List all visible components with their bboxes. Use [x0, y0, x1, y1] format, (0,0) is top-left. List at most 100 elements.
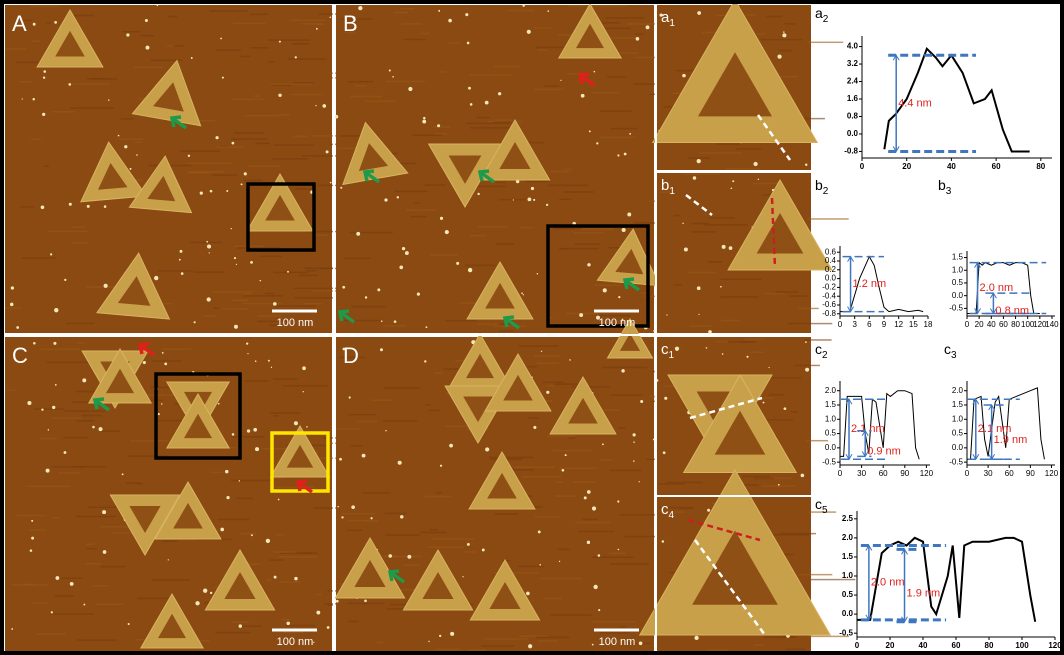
noise	[708, 650, 727, 652]
noise	[19, 81, 32, 83]
particle	[633, 460, 634, 461]
noise	[434, 372, 443, 374]
noise	[620, 626, 625, 628]
y-tick-label: 1.0	[825, 414, 837, 423]
noise	[294, 288, 339, 290]
y-tick-label: 2.0	[842, 533, 854, 542]
x-tick-label: 90	[1026, 469, 1035, 478]
particle	[104, 284, 108, 288]
x-tick-label: 100	[1015, 641, 1029, 650]
noise	[57, 578, 83, 580]
particle	[598, 609, 600, 611]
noise	[499, 330, 514, 332]
particle	[234, 325, 238, 329]
y-tick-label: 0.5	[842, 590, 854, 599]
particle	[303, 391, 304, 392]
particle	[541, 351, 542, 352]
particle	[181, 272, 184, 275]
noise	[595, 285, 622, 287]
noise	[216, 49, 241, 51]
particle	[83, 604, 85, 606]
particle	[215, 136, 218, 139]
noise	[203, 315, 216, 317]
noise	[385, 513, 407, 515]
noise	[601, 28, 630, 30]
noise	[790, 295, 807, 297]
y-tick-label: 0.0	[842, 609, 854, 618]
noise	[494, 326, 526, 328]
noise	[119, 138, 144, 140]
particle	[633, 433, 636, 436]
noise	[325, 603, 337, 605]
particle	[706, 347, 708, 349]
particle	[513, 199, 514, 200]
noise	[481, 645, 514, 647]
particle	[407, 555, 411, 559]
y-tick-label: -0.2	[822, 283, 836, 292]
noise	[5, 307, 22, 309]
particle	[52, 406, 55, 409]
particle	[225, 470, 228, 473]
noise	[293, 82, 313, 84]
noise	[58, 472, 79, 474]
particle	[351, 505, 355, 509]
noise	[406, 209, 437, 211]
y-tick-label: 1.0	[952, 414, 964, 423]
particle	[527, 30, 531, 34]
particle	[370, 517, 372, 519]
y-tick-label: -0.8	[822, 309, 836, 318]
y-tick-label: 0.2	[825, 265, 837, 274]
particle	[239, 480, 240, 481]
particle	[337, 506, 339, 508]
noise	[51, 111, 75, 113]
noise	[135, 142, 142, 144]
particle	[143, 361, 146, 364]
noise	[611, 37, 637, 39]
noise	[268, 39, 310, 41]
particle	[400, 515, 403, 518]
particle	[402, 247, 405, 250]
noise	[798, 308, 819, 310]
x-tick-label: 9	[882, 320, 887, 329]
particle	[260, 280, 261, 281]
panel-label: C	[12, 343, 28, 368]
noise	[579, 531, 615, 533]
particle	[445, 230, 449, 234]
particle	[639, 641, 643, 645]
particle	[456, 262, 459, 265]
noise	[86, 548, 97, 550]
noise	[766, 16, 782, 17]
noise	[543, 382, 564, 384]
particle	[805, 341, 807, 343]
particle	[617, 154, 619, 156]
noise	[294, 297, 334, 299]
y-tick-label: 0.0	[825, 274, 837, 283]
noise	[194, 271, 224, 273]
particle	[250, 261, 253, 264]
noise	[548, 185, 587, 187]
noise	[745, 338, 763, 340]
noise	[716, 341, 728, 343]
noise	[48, 231, 89, 233]
x-tick-label: 80	[985, 641, 994, 650]
noise	[259, 256, 281, 258]
particle	[210, 592, 212, 594]
particle	[439, 635, 441, 637]
particle	[385, 430, 386, 431]
noise	[489, 457, 534, 459]
particle	[327, 626, 330, 629]
particle	[707, 509, 710, 512]
particle	[286, 622, 289, 625]
particle	[467, 543, 470, 546]
noise	[420, 532, 446, 534]
noise	[699, 152, 742, 154]
noise	[151, 59, 183, 61]
particle	[161, 403, 162, 404]
y-tick-label: -0.5	[822, 457, 836, 466]
particle	[782, 33, 786, 37]
particle	[48, 429, 49, 430]
y-tick-label: 2.0	[825, 386, 837, 395]
noise	[162, 540, 178, 542]
noise	[445, 320, 477, 322]
y-tick-label: 1.5	[825, 400, 837, 409]
